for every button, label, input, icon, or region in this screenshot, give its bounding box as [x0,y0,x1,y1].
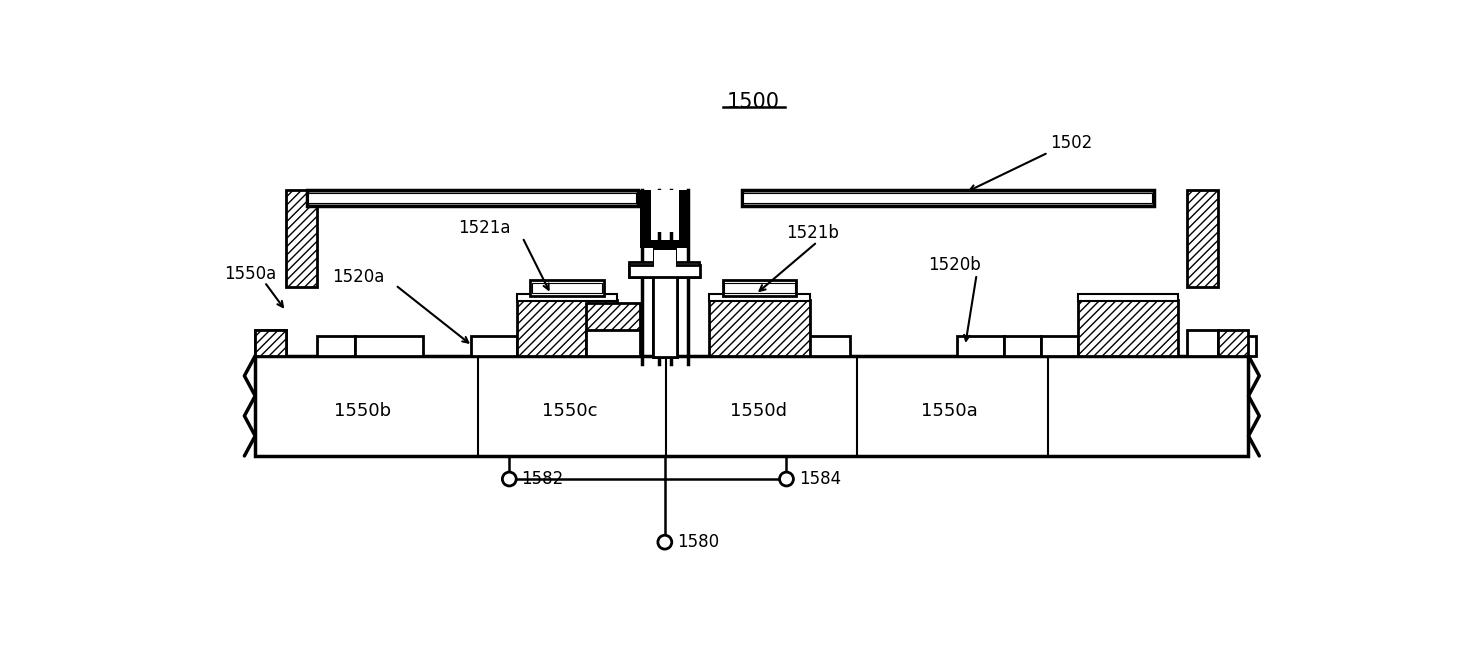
Bar [742,190,1154,206]
Text: 1550b: 1550b [334,402,391,420]
Bar [639,230,651,246]
Bar [587,303,641,356]
Bar [710,294,810,301]
Bar [1004,336,1041,356]
Text: 1520b: 1520b [928,256,980,274]
Text: 1582: 1582 [522,470,564,488]
Bar [679,230,689,246]
Bar [531,281,604,296]
Bar [639,190,651,236]
Bar [653,248,678,271]
Text: 1500: 1500 [726,92,781,112]
Circle shape [659,535,672,549]
Bar [256,331,287,356]
Bar [1078,294,1177,301]
Bar [470,336,517,356]
Bar [679,190,689,236]
Bar [957,336,1004,356]
Bar [804,336,850,356]
Bar [307,190,638,206]
Bar [639,240,689,248]
Bar [653,269,678,357]
Text: 1520a: 1520a [332,269,385,287]
Bar [1078,300,1177,356]
Text: 1550d: 1550d [731,402,788,420]
Bar [587,331,641,356]
Text: 1550a: 1550a [922,402,978,420]
Circle shape [503,472,516,486]
Bar [1186,331,1217,356]
Bar [318,336,356,356]
Bar [651,190,679,232]
Bar [710,300,810,356]
Bar [654,250,676,271]
Text: 1502: 1502 [1050,134,1092,152]
Bar [517,300,617,356]
Bar [517,294,617,301]
Text: 1550c: 1550c [541,402,597,420]
Bar [659,190,670,356]
Text: 1550a: 1550a [225,265,276,283]
Text: 1580: 1580 [678,533,719,551]
Bar [1217,336,1257,356]
Bar [725,283,795,293]
Bar [309,193,637,202]
Bar [639,190,689,199]
Bar [744,193,1152,202]
Circle shape [779,472,794,486]
Bar [653,271,678,357]
Bar [1186,190,1217,287]
Bar [629,262,698,277]
Bar [1217,331,1248,356]
Bar [256,356,1248,456]
Bar [356,336,423,356]
Text: 1521a: 1521a [459,219,512,237]
Text: 1521b: 1521b [786,224,839,242]
Bar [651,194,679,200]
Bar [723,281,797,296]
Bar [287,190,318,287]
Bar [1041,336,1078,356]
Text: 1584: 1584 [798,470,841,488]
Bar [650,194,681,221]
Bar [629,265,700,277]
Bar [256,331,287,356]
Bar [532,283,603,293]
